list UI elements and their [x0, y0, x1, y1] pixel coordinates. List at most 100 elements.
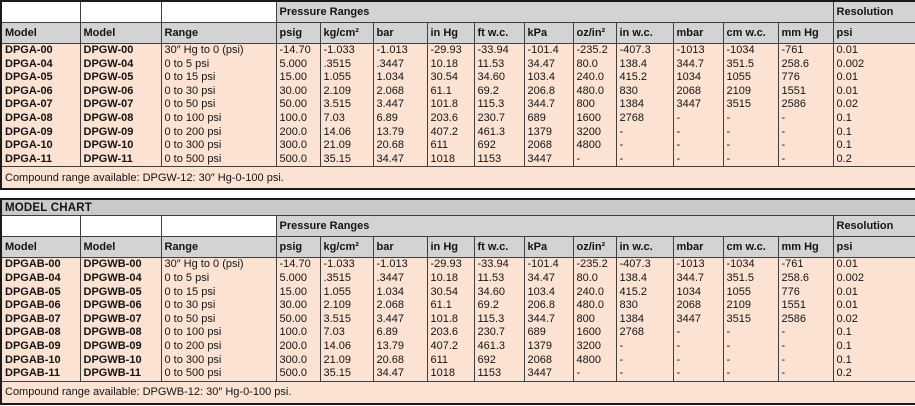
column-header: cm w.c.	[722, 22, 779, 44]
value-cell: 4800	[572, 353, 617, 368]
column-header: mm Hg	[777, 22, 834, 44]
value-cell: 2.109	[319, 84, 374, 99]
value-cell: 0.01	[832, 84, 915, 99]
model-cell: DPGAB-10	[0, 353, 81, 368]
column-header: in Hg	[426, 22, 475, 44]
column-header: mbar	[672, 236, 724, 259]
value-cell: 101.8	[426, 312, 475, 327]
value-cell: 34.60	[473, 71, 525, 85]
table-row: DPGAB-06 DPGWB-06 0 to 30 psi 30.00 2.109 2.0…	[0, 299, 915, 313]
column-header-row: Model Model Range psig kg/cm² bar in Hg …	[0, 22, 915, 44]
range-cell: 0 to 5 psi	[160, 271, 277, 286]
value-cell: 2768	[615, 111, 674, 126]
column-header: bar	[372, 236, 428, 259]
value-cell: 200.0	[275, 339, 321, 354]
value-cell: 15.00	[275, 71, 321, 85]
value-cell: -	[672, 367, 724, 382]
value-cell: 240.0	[572, 285, 617, 300]
column-header: kg/cm²	[319, 236, 374, 259]
value-cell: 800	[572, 98, 617, 112]
value-cell: 138.4	[615, 57, 674, 72]
table-row: DPGAB-05 DPGWB-05 0 to 15 psi 15.00 1.055 1.0…	[0, 285, 915, 300]
value-cell: -1.033	[319, 43, 374, 58]
model-cell: DPGAB-09	[0, 339, 81, 354]
value-cell: -	[722, 139, 779, 153]
footnote-row: Compound range available: DPGW-12: 30″ H…	[0, 166, 915, 190]
value-cell: 7.03	[319, 111, 374, 126]
model-chart-table: MODEL CHART Pressure Ranges Resolution M…	[0, 198, 915, 405]
value-cell: 0.002	[832, 271, 915, 286]
value-cell: 2.068	[372, 84, 428, 99]
value-cell: 6.89	[372, 111, 428, 126]
range-cell: 0 to 100 psi	[160, 326, 277, 340]
value-cell: 5.000	[275, 271, 321, 286]
value-cell: -	[672, 326, 724, 340]
value-cell: 30.00	[275, 299, 321, 313]
value-cell: -33.94	[473, 43, 525, 58]
value-cell: 3447	[523, 367, 574, 382]
value-cell: 415.2	[615, 71, 674, 85]
value-cell: 100.0	[275, 111, 321, 126]
value-cell: 50.00	[275, 98, 321, 112]
value-cell: -	[777, 152, 834, 167]
value-cell: 138.4	[615, 271, 674, 286]
table-row: DPGAB-10 DPGWB-10 0 to 300 psi 300.0 21.09 20…	[0, 353, 915, 368]
column-header: oz/in²	[572, 236, 617, 259]
value-cell: 2068	[523, 353, 574, 368]
range-cell: 0 to 500 psi	[160, 152, 277, 167]
model-cell: DPGA-10	[0, 139, 81, 153]
value-cell: 80.0	[572, 271, 617, 286]
range-cell: 0 to 15 psi	[160, 285, 277, 300]
value-cell: 611	[426, 353, 475, 368]
value-cell: 0.1	[832, 111, 915, 126]
value-cell: 230.7	[473, 326, 525, 340]
value-cell: 1600	[572, 111, 617, 126]
value-cell: 2768	[615, 326, 674, 340]
model-cell: DPGW-00	[79, 43, 162, 58]
model-cell: DPGWB-11	[79, 367, 162, 382]
value-cell: 0.002	[832, 57, 915, 72]
column-header: ft w.c.	[473, 236, 525, 259]
value-cell: -	[615, 339, 674, 354]
column-header: kg/cm²	[319, 22, 374, 44]
blank-header-cell	[79, 215, 162, 238]
table-row: DPGA-05 DPGW-05 0 to 15 psi 15.00 1.055 1.034…	[0, 71, 915, 85]
value-cell: 3200	[572, 339, 617, 354]
column-header: Model	[79, 236, 162, 259]
value-cell: -	[722, 339, 779, 354]
value-cell: -	[672, 353, 724, 368]
value-cell: 1018	[426, 152, 475, 167]
resolution-group-header: Resolution	[832, 215, 915, 238]
value-cell: 0.2	[832, 152, 915, 167]
value-cell: 344.7	[672, 57, 724, 72]
value-cell: 351.5	[722, 57, 779, 72]
value-cell: -	[672, 111, 724, 126]
value-cell: 300.0	[275, 353, 321, 368]
model-cell: DPGW-07	[79, 98, 162, 112]
table-row: DPGA-04 DPGW-04 0 to 5 psi 5.000.3515.3447 1…	[0, 57, 915, 72]
column-header: Range	[160, 236, 277, 259]
value-cell: 11.53	[473, 271, 525, 286]
column-header: Range	[160, 22, 277, 44]
chart-title-row: MODEL CHART	[0, 198, 915, 217]
value-cell: 2109	[722, 84, 779, 99]
value-cell: .3515	[319, 271, 374, 286]
value-cell: -29.93	[426, 257, 475, 272]
value-cell: 351.5	[722, 271, 779, 286]
range-cell: 30″ Hg to 0 (psi)	[160, 43, 277, 58]
value-cell: -761	[777, 43, 834, 58]
value-cell: 100.0	[275, 326, 321, 340]
value-cell: -	[615, 139, 674, 153]
value-cell: 115.3	[473, 98, 525, 112]
column-header: in w.c.	[615, 236, 674, 259]
value-cell: 480.0	[572, 299, 617, 313]
value-cell: 2068	[672, 84, 724, 99]
compound-range-footnote: Compound range available: DPGW-12: 30″ H…	[0, 166, 915, 190]
value-cell: 1055	[722, 71, 779, 85]
value-cell: 13.79	[372, 339, 428, 354]
value-cell: 776	[777, 71, 834, 85]
value-cell: -235.2	[572, 257, 617, 272]
table-row: DPGA-00 DPGW-00 30″ Hg to 0 (psi) -14.70 -1.…	[0, 43, 915, 58]
model-cell: DPGWB-07	[79, 312, 162, 327]
value-cell: 689	[523, 326, 574, 340]
